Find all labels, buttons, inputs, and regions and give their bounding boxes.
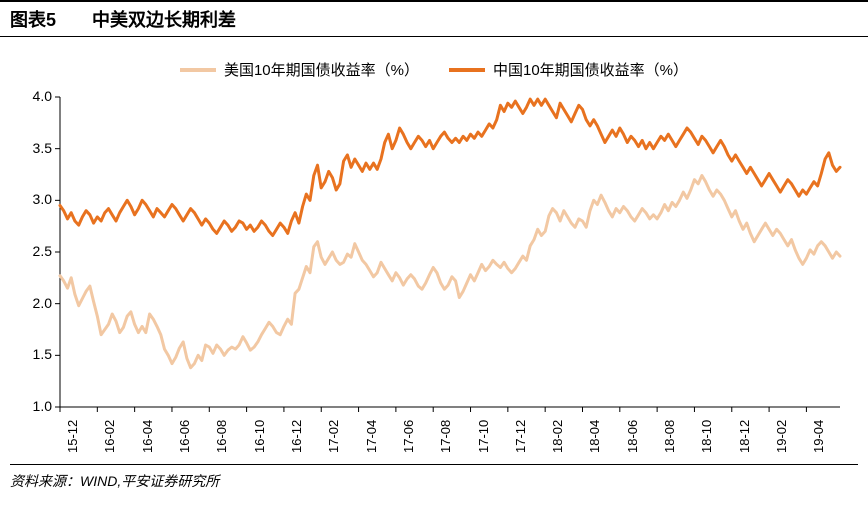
x-tick-label: 16-10 bbox=[252, 420, 267, 453]
x-tick-label: 16-12 bbox=[289, 420, 304, 453]
x-tick-label: 18-06 bbox=[625, 420, 640, 453]
x-tick-label: 18-08 bbox=[662, 420, 677, 453]
y-tick-label: 3.5 bbox=[20, 140, 52, 156]
x-tick-label: 16-08 bbox=[214, 420, 229, 453]
x-tick-label: 18-02 bbox=[550, 420, 565, 453]
x-tick-label: 18-10 bbox=[699, 420, 714, 453]
x-tick-label: 17-08 bbox=[438, 420, 453, 453]
x-tick-label: 16-02 bbox=[102, 420, 117, 453]
y-tick-label: 2.5 bbox=[20, 243, 52, 259]
x-tick-label: 18-04 bbox=[587, 420, 602, 453]
chart-title: 中美双边长期利差 bbox=[92, 6, 236, 32]
x-tick-label: 18-12 bbox=[737, 420, 752, 453]
x-tick-label: 17-06 bbox=[401, 420, 416, 453]
figure-label: 图表5 bbox=[10, 6, 56, 32]
x-tick-label: 17-02 bbox=[326, 420, 341, 453]
chart-title-bar: 图表5 中美双边长期利差 bbox=[0, 0, 868, 37]
x-tick-label: 16-06 bbox=[177, 420, 192, 453]
x-tick-label: 17-10 bbox=[476, 420, 491, 453]
x-tick-label: 19-02 bbox=[774, 420, 789, 453]
y-tick-label: 4.0 bbox=[20, 88, 52, 104]
series-us10y bbox=[60, 176, 840, 368]
x-tick-label: 17-04 bbox=[364, 420, 379, 453]
series-cn10y bbox=[60, 99, 840, 235]
y-tick-label: 2.0 bbox=[20, 295, 52, 311]
x-tick-label: 15-12 bbox=[65, 420, 80, 453]
y-tick-label: 1.0 bbox=[20, 398, 52, 414]
y-tick-label: 1.5 bbox=[20, 346, 52, 362]
chart-area: 美国10年期国债收益率（%） 中国10年期国债收益率（%） 1.01.52.02… bbox=[10, 45, 858, 465]
y-tick-label: 3.0 bbox=[20, 191, 52, 207]
x-tick-label: 17-12 bbox=[513, 420, 528, 453]
line-chart-svg bbox=[10, 45, 858, 465]
x-tick-label: 19-04 bbox=[811, 420, 826, 453]
source-line: 资料来源：WIND,平安证券研究所 bbox=[0, 465, 868, 491]
x-tick-label: 16-04 bbox=[140, 420, 155, 453]
